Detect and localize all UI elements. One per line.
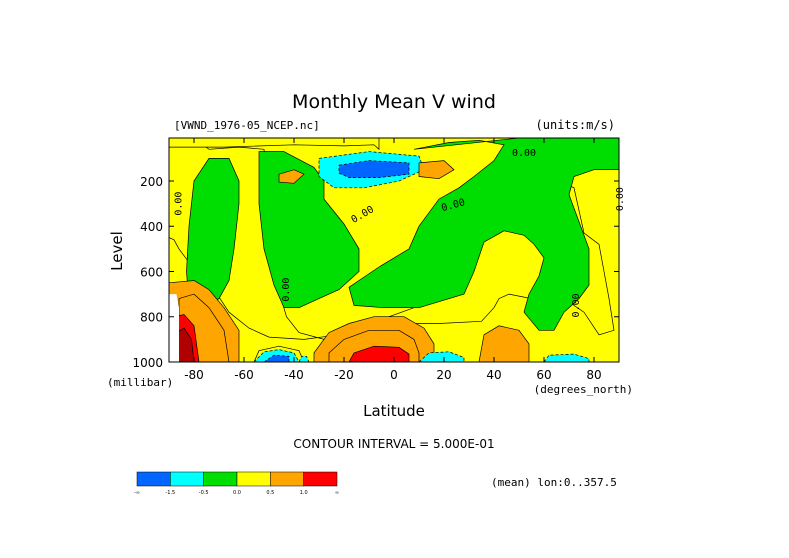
contour-region-pos-05 (278, 169, 305, 184)
colorbar-label: -1.5 (165, 490, 175, 496)
contour-region-missing (169, 294, 179, 362)
x-tick-label: -80 (184, 368, 204, 382)
contour-region-neg-15 (298, 355, 310, 362)
colorbar-label: 0.0 (233, 490, 241, 496)
contour-value-label: 0.00 (571, 293, 582, 317)
contour-interval-text: CONTOUR INTERVAL = 5.000E-01 (293, 437, 494, 451)
colorbar-swatch (303, 471, 338, 487)
colorbar-swatch (203, 471, 238, 487)
y-tick-label: 800 (140, 311, 163, 325)
y-axis-label: Level (108, 231, 126, 271)
contour-region-neg-15 (543, 353, 590, 362)
contour-region-neg-max (338, 160, 410, 178)
colorbar-label: 0.5 (266, 490, 274, 496)
contour-region-pos-05 (418, 160, 455, 180)
y-tick-label: 600 (140, 265, 163, 279)
x-tick-label: 0 (390, 368, 398, 382)
x-tick-label: -40 (284, 368, 304, 382)
contour-region-neg-max (263, 354, 290, 362)
mean-note: (mean) lon:0..357.5 (491, 476, 617, 489)
x-tick-label: -60 (234, 368, 254, 382)
contour-value-label: 0.00 (512, 148, 536, 159)
x-tick-label: 60 (536, 368, 551, 382)
contour-value-label: 0.00 (281, 278, 292, 302)
contour-region-weak-neg (348, 138, 619, 331)
chart-title: Monthly Mean V wind (292, 91, 496, 113)
y-axis-units: (millibar) (107, 376, 173, 389)
contour-region-weak-pos (169, 138, 380, 151)
contour-value-label: 0.00 (174, 192, 185, 216)
y-tick-label: 1000 (132, 356, 163, 370)
colorbar-label: 1.0 (300, 490, 308, 496)
colorbar-label: -∞ (134, 490, 140, 496)
colorbar-swatch (236, 471, 271, 487)
colorbar-label: -0.5 (199, 490, 209, 496)
x-axis-units: (degrees_north) (534, 383, 633, 396)
contour-region-neg-15 (418, 351, 465, 362)
colorbar: -∞ -1.5 -0.5 0.0 0.5 1.0 ∞ (134, 471, 339, 496)
x-tick-label: 80 (586, 368, 601, 382)
x-axis-label: Latitude (363, 402, 425, 420)
x-tick-label: -20 (334, 368, 354, 382)
colorbar-swatch (170, 471, 204, 487)
x-tick-label: 20 (436, 368, 451, 382)
contour-region-weak-neg (186, 158, 240, 309)
y-tick-label: 400 (140, 220, 163, 234)
colorbar-swatch (136, 471, 171, 487)
units-label: (units:m/s) (536, 118, 615, 132)
contour-value-label: 0.00 (615, 187, 626, 211)
colorbar-swatch (270, 471, 304, 487)
contour-fill-layer (169, 138, 619, 362)
y-tick-label: 200 (140, 175, 163, 189)
dataset-label: [VWND_1976-05_NCEP.nc] (174, 119, 320, 132)
contour-region-pos-05 (478, 325, 530, 362)
colorbar-label: ∞ (335, 490, 339, 496)
axis-ticks-layer: -80 -60 -40 -20 0 20 40 60 80 200 400 600 800 1000 (132, 138, 619, 382)
x-tick-label: 40 (486, 368, 501, 382)
